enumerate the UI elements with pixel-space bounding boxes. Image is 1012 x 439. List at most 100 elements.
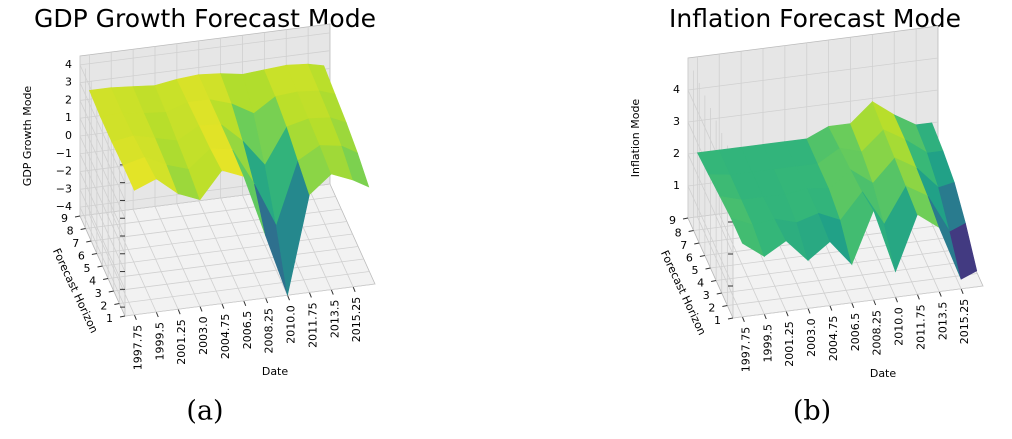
grid-line bbox=[732, 285, 984, 319]
x-tick bbox=[221, 303, 225, 309]
z-axis-label: GDP Growth Mode bbox=[21, 86, 34, 187]
z-tick-label: 1 bbox=[673, 179, 680, 192]
x-axis-label: Date bbox=[870, 367, 897, 380]
x-tick-label: 2008.25 bbox=[263, 308, 276, 354]
grid-line bbox=[79, 82, 126, 183]
x-tick bbox=[265, 297, 269, 304]
x-tick-label: 1997.75 bbox=[131, 325, 144, 371]
x-tick-label: 2010.0 bbox=[285, 305, 298, 344]
x-tick-label: 2015.25 bbox=[350, 297, 363, 343]
y-tick bbox=[114, 303, 120, 305]
x-tick-label: 2004.75 bbox=[827, 316, 840, 362]
y-tick-label: 1 bbox=[106, 312, 113, 325]
x-tick-label: 2004.75 bbox=[219, 314, 232, 360]
x-tick-label: 2006.5 bbox=[849, 313, 862, 352]
grid-line bbox=[721, 260, 972, 294]
z-tick-label: 3 bbox=[673, 115, 680, 128]
x-tick bbox=[895, 297, 898, 303]
y-tick-label: 5 bbox=[84, 262, 91, 275]
z-tick-label: 1 bbox=[65, 111, 72, 124]
y-tick bbox=[80, 228, 86, 230]
x-tick bbox=[352, 286, 356, 292]
y-axis-label: Forecast Horizon bbox=[50, 246, 101, 335]
x-tick bbox=[785, 311, 789, 317]
x-tick bbox=[155, 311, 159, 318]
y-tick bbox=[688, 230, 694, 232]
y-tick bbox=[119, 315, 126, 318]
x-tick bbox=[199, 306, 203, 312]
y-tick bbox=[74, 215, 81, 218]
x-tick bbox=[851, 302, 855, 308]
x-axis-label: Date bbox=[262, 365, 289, 378]
grid-line bbox=[108, 246, 359, 279]
y-tick bbox=[716, 292, 722, 295]
grid-line bbox=[79, 171, 126, 272]
y-tick-label: 9 bbox=[61, 212, 68, 225]
grid-line bbox=[79, 118, 126, 219]
y-tick-label: 3 bbox=[703, 289, 710, 302]
x-tick-label: 1999.5 bbox=[153, 322, 166, 361]
x-tick-label: 2003.0 bbox=[197, 316, 210, 355]
x-tick bbox=[873, 299, 877, 306]
grid-line bbox=[96, 221, 347, 254]
z-tick-label: 0 bbox=[65, 129, 72, 142]
grid-line bbox=[119, 271, 370, 304]
y-tick-label: 6 bbox=[78, 250, 85, 263]
z-tick-label: 4 bbox=[65, 58, 72, 71]
grid-line bbox=[79, 189, 126, 290]
y-tick-label: 9 bbox=[669, 214, 676, 227]
z-tick-label: −2 bbox=[56, 165, 72, 178]
x-tick bbox=[829, 305, 833, 311]
grid-line bbox=[687, 185, 734, 287]
grid-line bbox=[124, 283, 376, 317]
x-tick bbox=[807, 308, 811, 314]
x-tick bbox=[916, 294, 920, 300]
grid-line bbox=[79, 206, 126, 308]
z-axis-label: Inflation Mode bbox=[629, 99, 642, 178]
y-tick-label: 6 bbox=[686, 252, 693, 265]
z-tick-label: 2 bbox=[65, 93, 72, 106]
grid-line bbox=[102, 233, 353, 267]
grid-line bbox=[79, 32, 331, 66]
x-tick bbox=[133, 314, 137, 320]
x-tick-label: 2008.25 bbox=[871, 310, 884, 356]
x-tick-label: 2013.5 bbox=[328, 300, 341, 339]
x-tick bbox=[741, 316, 745, 322]
y-axis-label: Forecast Horizon bbox=[658, 248, 709, 337]
x-tick bbox=[287, 295, 290, 301]
y-tick bbox=[711, 280, 717, 282]
z-tick-label: 2 bbox=[673, 147, 680, 160]
y-tick bbox=[682, 217, 689, 220]
grid-line bbox=[727, 273, 978, 306]
y-tick bbox=[108, 290, 114, 293]
x-tick bbox=[177, 309, 181, 315]
surface-plot: 1997.75 1999.5 2001.25 2003.0 2004.75 2006.5 2… bbox=[629, 25, 984, 380]
surface-cell bbox=[341, 145, 370, 188]
x-tick-label: 2011.75 bbox=[306, 302, 319, 348]
x-tick bbox=[243, 300, 247, 306]
y-tick bbox=[103, 278, 109, 280]
x-tick-label: 1999.5 bbox=[761, 324, 774, 363]
y-tick-label: 3 bbox=[95, 287, 102, 300]
z-tick-label: −4 bbox=[56, 200, 72, 213]
z-tick-label: 4 bbox=[673, 83, 680, 96]
x-tick bbox=[763, 313, 767, 320]
z-tick-label: −1 bbox=[56, 147, 72, 160]
x-tick bbox=[330, 289, 334, 295]
grid-line bbox=[79, 153, 126, 254]
y-tick bbox=[694, 242, 700, 245]
chart-title: Inflation Forecast Mode bbox=[669, 4, 961, 33]
y-tick-label: 5 bbox=[692, 264, 699, 277]
grid-line bbox=[716, 248, 967, 281]
y-tick bbox=[699, 255, 705, 257]
y-tick-label: 7 bbox=[680, 239, 687, 252]
x-tick bbox=[308, 292, 312, 298]
grid-line bbox=[710, 235, 961, 269]
grid-line bbox=[79, 135, 126, 237]
x-tick-label: 2006.5 bbox=[241, 311, 254, 350]
y-tick bbox=[86, 240, 92, 243]
z-tick-label: 3 bbox=[65, 76, 72, 89]
y-tick-label: 8 bbox=[675, 227, 682, 240]
y-tick-label: 4 bbox=[697, 277, 704, 290]
x-tick bbox=[960, 288, 964, 294]
